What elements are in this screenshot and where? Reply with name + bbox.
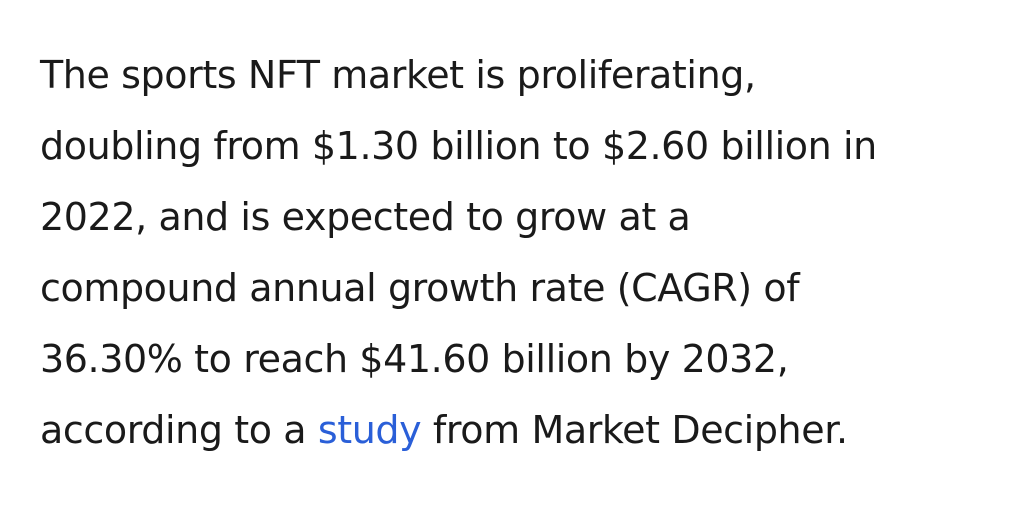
paragraph-line-2: doubling from $1.30 billion to $2.60 bil… [40, 124, 877, 168]
paragraph-line-5: 36.30% to reach $41.60 billion by 2032, [40, 337, 789, 381]
paragraph-line-1: The sports NFT market is proliferating, [40, 53, 756, 97]
paragraph-line-3: 2022, and is expected to grow at a [40, 195, 691, 239]
article-paragraph: The sports NFT market is proliferating, … [40, 40, 1000, 466]
paragraph-line-6-suffix: from Market Decipher. [421, 408, 848, 452]
study-link[interactable]: study [317, 408, 422, 452]
paragraph-line-6: according to a study from Market Deciphe… [40, 395, 1000, 466]
paragraph-line-4: compound annual growth rate (CAGR) of [40, 266, 800, 310]
paragraph-line-6-prefix: according to a [40, 408, 318, 452]
